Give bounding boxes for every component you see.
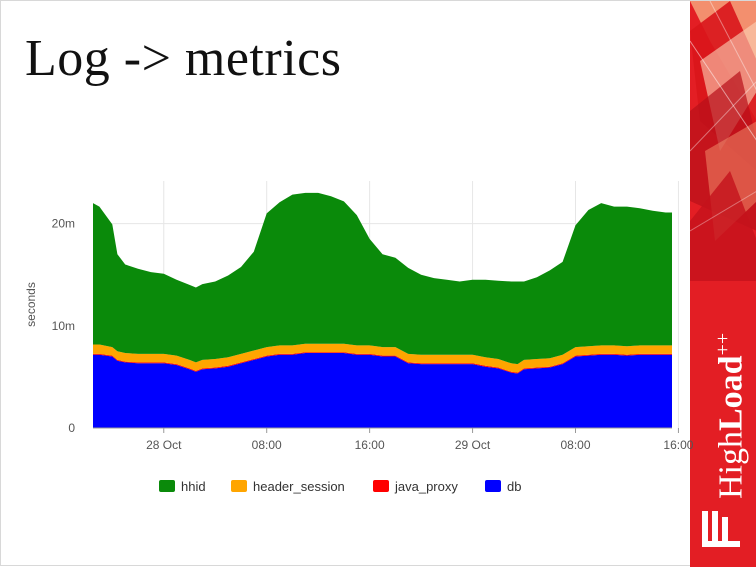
legend-swatch (159, 480, 175, 492)
area-header-session[interactable] (93, 343, 672, 373)
brand-banner (690, 1, 756, 567)
legend-item-db[interactable]: db (485, 475, 521, 497)
stacked-area-chart: 0 10m 20m 28 Oct 08:00 16:00 29 Oct 08:00 16:00 s… (24, 181, 694, 452)
chart-legend: hhid header_session java_proxy db (1, 475, 756, 499)
x-tick-label: 28 Oct (146, 438, 182, 452)
x-tick-label: 08:00 (560, 438, 590, 452)
legend-swatch (231, 480, 247, 492)
logo-icon (702, 511, 740, 547)
x-tick-label: 16:00 (355, 438, 385, 452)
x-tick-label: 16:00 (663, 438, 693, 452)
legend-swatch (485, 480, 501, 492)
banner-pattern (690, 1, 756, 567)
area-hhid[interactable] (93, 192, 672, 365)
y-tick-label: 20m (52, 217, 75, 231)
x-tick-label: 08:00 (252, 438, 282, 452)
legend-item-header-session[interactable]: header_session (231, 475, 345, 497)
legend-item-hhid[interactable]: hhid (159, 475, 206, 497)
x-tick-label: 29 Oct (455, 438, 491, 452)
y-tick-label: 10m (52, 319, 75, 333)
legend-label: db (507, 478, 522, 494)
area-db[interactable] (93, 353, 672, 428)
area-java-proxy[interactable] (93, 352, 672, 374)
y-axis-label: seconds (24, 282, 38, 327)
y-tick-label: 0 (68, 421, 75, 435)
legend-item-java-proxy[interactable]: java_proxy (373, 475, 458, 497)
slide-title: Log -> metrics (25, 30, 342, 87)
legend-swatch (373, 480, 389, 492)
legend-label: header_session (253, 478, 345, 494)
legend-label: java_proxy (395, 478, 458, 494)
legend-label: hhid (181, 478, 206, 494)
